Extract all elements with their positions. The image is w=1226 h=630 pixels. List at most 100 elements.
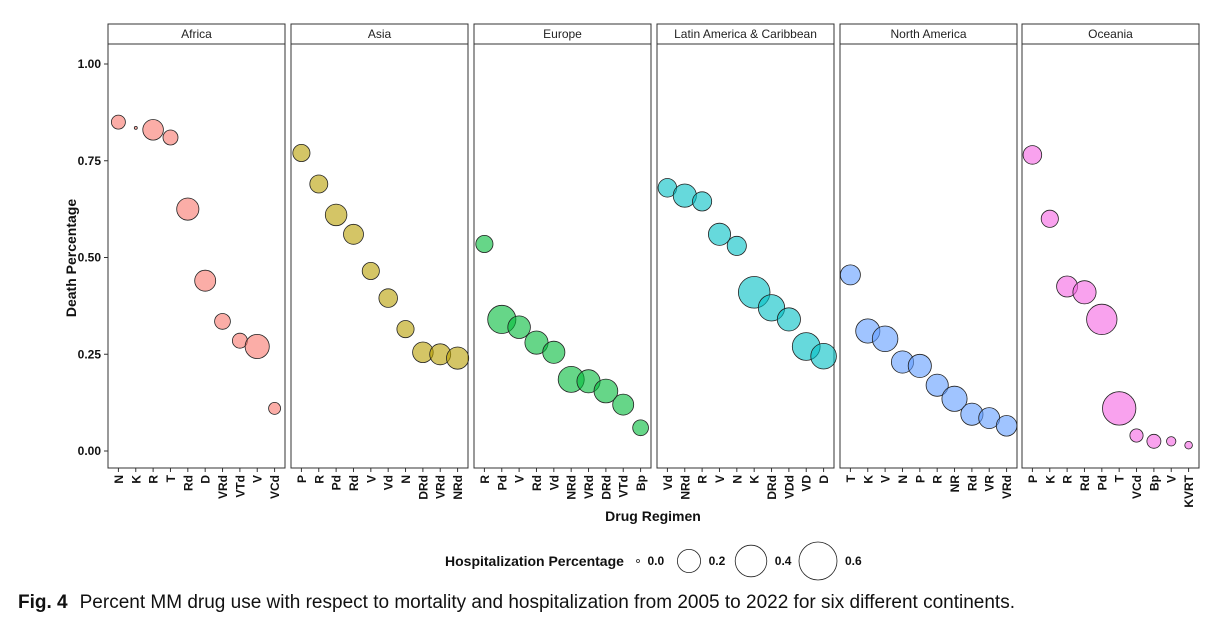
facet-title: Asia xyxy=(368,27,392,41)
data-bubble xyxy=(396,320,415,339)
x-tick-label: Bp xyxy=(1147,475,1161,491)
data-bubble xyxy=(214,313,231,330)
data-bubble xyxy=(1129,428,1144,443)
x-tick-label: V xyxy=(879,475,893,483)
data-bubble xyxy=(1184,441,1193,450)
x-tick-label: R xyxy=(312,475,326,484)
x-tick-label: P xyxy=(295,475,309,483)
x-tick-label: Pd xyxy=(1095,475,1109,490)
facet-title: Oceania xyxy=(1088,27,1133,41)
data-bubble xyxy=(1102,391,1137,426)
x-tick-label: D xyxy=(199,475,213,484)
facet-title: North America xyxy=(890,27,966,41)
legend-key-label: 0.4 xyxy=(775,554,792,568)
x-axis-title: Drug Regimen xyxy=(605,508,701,524)
data-bubble xyxy=(542,340,566,364)
facet-plot-area xyxy=(839,43,1018,469)
data-bubble xyxy=(378,288,398,308)
data-bubble xyxy=(176,197,200,221)
x-tick-label: P xyxy=(1026,475,1040,483)
data-bubble xyxy=(475,234,494,253)
x-tick-label: N xyxy=(896,475,910,484)
x-tick-label: Rd xyxy=(965,475,979,491)
x-tick-label: K xyxy=(861,475,875,484)
facet-plot-area xyxy=(1021,43,1200,469)
data-bubble xyxy=(708,222,732,246)
x-tick-label: Vd xyxy=(382,475,396,490)
data-bubble xyxy=(1040,209,1059,228)
y-tick-label: 0.50 xyxy=(78,251,102,265)
legend-key-label: 0.0 xyxy=(648,554,665,568)
data-bubble xyxy=(244,333,270,359)
x-tick-label: VR xyxy=(983,475,997,492)
y-tick-label: 1.00 xyxy=(78,57,102,71)
x-tick-label: Rd xyxy=(530,475,544,491)
data-bubble xyxy=(612,393,635,416)
y-axis: 0.00 0.25 0.50 0.75 1.00 xyxy=(78,57,108,458)
x-tick-label: P xyxy=(913,475,927,483)
x-tick-label: DRd xyxy=(599,475,613,500)
data-bubble xyxy=(343,223,364,245)
facet-title: Europe xyxy=(543,27,582,41)
facet-panel: Africa N K R T Rd D VRd VTd V VCd xyxy=(107,23,286,499)
x-tick-label: N xyxy=(112,475,126,484)
x-tick-label: Rd xyxy=(1078,475,1092,491)
figure-caption: Fig. 4 Percent MM drug use with respect t… xyxy=(18,592,1218,614)
legend-key-label: 0.6 xyxy=(845,554,862,568)
x-tick-label: N xyxy=(399,475,413,484)
legend-key-circle xyxy=(636,559,640,563)
data-bubble xyxy=(361,261,380,280)
x-tick-label: KVRT xyxy=(1182,474,1196,507)
x-tick-label: D xyxy=(817,475,831,484)
x-tick-label: R xyxy=(478,475,492,484)
x-tick-label: R xyxy=(1061,475,1075,484)
legend-title: Hospitalization Percentage xyxy=(445,553,624,569)
facet-title: Africa xyxy=(181,27,212,41)
x-tick-label: N xyxy=(730,475,744,484)
x-tick-label: VD xyxy=(800,475,814,492)
x-tick-label: VCd xyxy=(268,475,282,499)
x-tick-label: DRd xyxy=(765,475,779,500)
data-bubble xyxy=(925,373,949,397)
size-legend: 0.0 0.2 0.4 0.6 xyxy=(636,541,862,581)
x-tick-label: K xyxy=(748,475,762,484)
data-bubble xyxy=(507,315,531,339)
x-tick-label: Bp xyxy=(634,475,648,491)
y-tick-label: 0.00 xyxy=(78,444,102,458)
x-tick-label: V xyxy=(1165,475,1179,483)
x-tick-label: K xyxy=(129,475,143,484)
data-bubble xyxy=(907,353,932,378)
data-bubble xyxy=(1022,145,1043,165)
data-bubble xyxy=(593,378,619,404)
facet-plot-area xyxy=(656,43,835,469)
x-tick-label: Rd xyxy=(347,475,361,491)
data-bubble xyxy=(111,114,126,130)
facet-panel: Asia P R Pd Rd V Vd N DRd VRd NRd xyxy=(290,23,470,500)
y-axis-title: Death Percentage xyxy=(63,199,79,317)
data-bubble xyxy=(446,346,470,370)
x-tick-label: R xyxy=(147,475,161,484)
data-bubble xyxy=(1146,433,1162,449)
data-bubble xyxy=(133,126,138,130)
data-bubble xyxy=(324,203,348,227)
x-tick-label: V xyxy=(513,475,527,483)
data-bubble xyxy=(292,143,311,162)
x-tick-label: Rd xyxy=(181,475,195,491)
x-tick-label: R xyxy=(696,475,710,484)
y-tick-label: 0.75 xyxy=(78,154,102,168)
x-tick-label: R xyxy=(931,475,945,484)
data-bubble xyxy=(726,235,747,256)
x-tick-label: T xyxy=(844,474,858,482)
x-tick-label: V xyxy=(251,475,265,483)
facet-title: Latin America & Caribbean xyxy=(674,27,817,41)
x-tick-label: Pd xyxy=(495,475,509,490)
legend-key-circle xyxy=(798,541,838,581)
x-tick-label: NRd xyxy=(451,475,465,500)
x-tick-label: T xyxy=(164,474,178,482)
data-bubble xyxy=(692,191,713,212)
facet-panel: North America T K V N P R NR Rd VR VRd xyxy=(839,23,1018,499)
x-tick-label: Vd xyxy=(547,475,561,490)
data-bubble xyxy=(1072,280,1097,305)
facet-plot-area xyxy=(107,43,286,469)
